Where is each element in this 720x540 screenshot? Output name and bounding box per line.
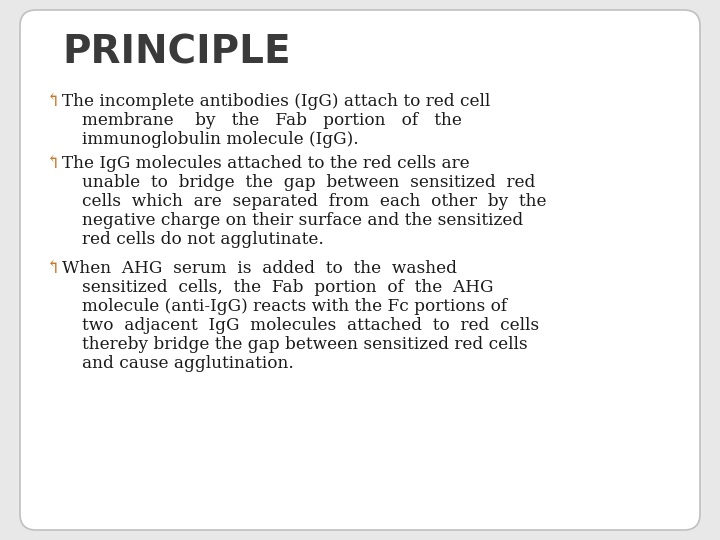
Text: negative charge on their surface and the sensitized: negative charge on their surface and the… (82, 212, 523, 229)
Text: When  AHG  serum  is  added  to  the  washed: When AHG serum is added to the washed (62, 260, 457, 277)
Text: ↰: ↰ (46, 259, 60, 277)
Text: molecule (anti-IgG) reacts with the Fc portions of: molecule (anti-IgG) reacts with the Fc p… (82, 298, 507, 315)
Text: PRINCIPLE: PRINCIPLE (62, 34, 291, 72)
Text: thereby bridge the gap between sensitized red cells: thereby bridge the gap between sensitize… (82, 336, 528, 353)
Text: two  adjacent  IgG  molecules  attached  to  red  cells: two adjacent IgG molecules attached to r… (82, 317, 539, 334)
Text: The IgG molecules attached to the red cells are: The IgG molecules attached to the red ce… (62, 155, 469, 172)
Text: unable  to  bridge  the  gap  between  sensitized  red: unable to bridge the gap between sensiti… (82, 174, 536, 191)
Text: ↰: ↰ (46, 92, 60, 110)
Text: membrane    by   the   Fab   portion   of   the: membrane by the Fab portion of the (82, 112, 462, 129)
Text: and cause agglutination.: and cause agglutination. (82, 355, 294, 372)
Text: ↰: ↰ (46, 154, 60, 172)
Text: cells  which  are  separated  from  each  other  by  the: cells which are separated from each othe… (82, 193, 546, 210)
Text: The incomplete antibodies (IgG) attach to red cell: The incomplete antibodies (IgG) attach t… (62, 93, 490, 110)
Text: sensitized  cells,  the  Fab  portion  of  the  AHG: sensitized cells, the Fab portion of the… (82, 279, 493, 296)
Text: red cells do not agglutinate.: red cells do not agglutinate. (82, 231, 324, 248)
FancyBboxPatch shape (20, 10, 700, 530)
Text: immunoglobulin molecule (IgG).: immunoglobulin molecule (IgG). (82, 131, 359, 148)
